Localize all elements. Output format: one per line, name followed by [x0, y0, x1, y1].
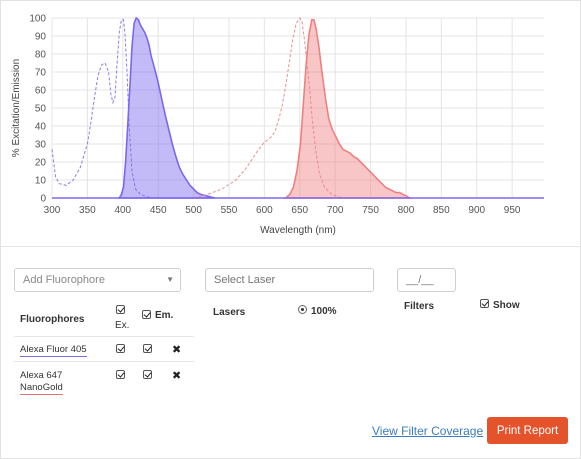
- x-tick-label: 650: [291, 205, 308, 216]
- fluorophore-name-line2: NanoGold: [20, 382, 63, 395]
- x-tick-label: 750: [362, 205, 379, 216]
- x-tick-label: 500: [185, 205, 202, 216]
- emission-series: [283, 19, 413, 199]
- y-tick-label: 90: [35, 32, 47, 43]
- y-tick-label: 20: [35, 158, 47, 169]
- emission-area: [283, 19, 413, 199]
- view-filter-coverage-link[interactable]: View Filter Coverage: [372, 424, 484, 438]
- ex-all-checkbox[interactable]: [116, 305, 125, 314]
- x-tick-label: 850: [433, 205, 450, 216]
- chevron-down-icon: ▼: [166, 275, 174, 284]
- x-tick-label: 800: [398, 205, 415, 216]
- x-tick-label: 350: [79, 205, 96, 216]
- spectra-chart: 0 10 20 30 40 50 60 70 80 90 100 300 350 400 450 500 550…: [11, 14, 544, 236]
- fluorophore-name-line1: Alexa 647: [20, 370, 63, 381]
- show-filters-checkbox[interactable]: [480, 299, 489, 308]
- fluorophores-header: Fluorophores: [20, 314, 85, 325]
- em-all-checkbox[interactable]: [142, 310, 151, 319]
- x-tick-label: 950: [504, 205, 521, 216]
- y-tick-label: 50: [35, 104, 47, 115]
- excitation-checkbox[interactable]: [116, 370, 125, 379]
- x-tick-label: 600: [256, 205, 273, 216]
- x-tick-label: 900: [468, 205, 485, 216]
- excitation-line: [51, 19, 152, 199]
- emission-checkbox[interactable]: [143, 344, 152, 353]
- y-axis-label: % Excitation/Emission: [11, 59, 22, 157]
- section-divider: [0, 246, 581, 247]
- chart-grid: [51, 17, 544, 199]
- laser-power-radio[interactable]: [298, 305, 307, 314]
- chart-ticks: 0 10 20 30 40 50 60 70 80 90 100 300 350 400 450 500 550…: [29, 14, 521, 217]
- y-tick-label: 10: [35, 176, 47, 187]
- remove-icon[interactable]: ✖: [172, 344, 182, 356]
- row-divider: [14, 336, 194, 337]
- y-tick-label: 100: [29, 14, 46, 25]
- excitation-checkbox[interactable]: [116, 344, 125, 353]
- emission-checkbox[interactable]: [143, 370, 152, 379]
- ex-column-label: Ex.: [115, 320, 130, 331]
- fluorophore-name: Alexa Fluor 405: [20, 344, 87, 357]
- x-tick-label: 700: [327, 205, 344, 216]
- excitation-series: [51, 19, 152, 199]
- em-column-label: Em.: [155, 310, 174, 321]
- add-fluorophore-dropdown[interactable]: Add Fluorophore ▼: [14, 268, 181, 292]
- x-tick-label: 550: [221, 205, 238, 216]
- select-laser-input[interactable]: [205, 268, 374, 292]
- emission-series: [117, 16, 215, 199]
- emission-area: [117, 16, 215, 199]
- y-tick-label: 40: [35, 122, 47, 133]
- laser-power-label: 100%: [311, 306, 337, 317]
- x-tick-label: 400: [114, 205, 131, 216]
- x-axis-label: Wavelength (nm): [260, 225, 336, 236]
- y-tick-label: 60: [35, 86, 47, 97]
- y-tick-label: 70: [35, 68, 47, 79]
- y-tick-label: 0: [40, 194, 46, 205]
- add-fluorophore-placeholder: Add Fluorophore: [23, 274, 105, 286]
- chart-series-layer: [51, 16, 544, 199]
- y-tick-label: 30: [35, 140, 47, 151]
- excitation-line: [193, 17, 343, 199]
- x-tick-label: 450: [150, 205, 167, 216]
- x-tick-label: 300: [44, 205, 61, 216]
- y-tick-label: 80: [35, 50, 47, 61]
- excitation-series: [193, 17, 343, 199]
- show-label: Show: [493, 300, 520, 311]
- print-report-button[interactable]: Print Report: [487, 417, 568, 444]
- remove-icon[interactable]: ✖: [172, 370, 182, 382]
- filters-label: Filters: [404, 301, 435, 312]
- row-divider: [14, 361, 194, 362]
- lasers-label: Lasers: [213, 307, 246, 318]
- filter-input[interactable]: [397, 268, 456, 292]
